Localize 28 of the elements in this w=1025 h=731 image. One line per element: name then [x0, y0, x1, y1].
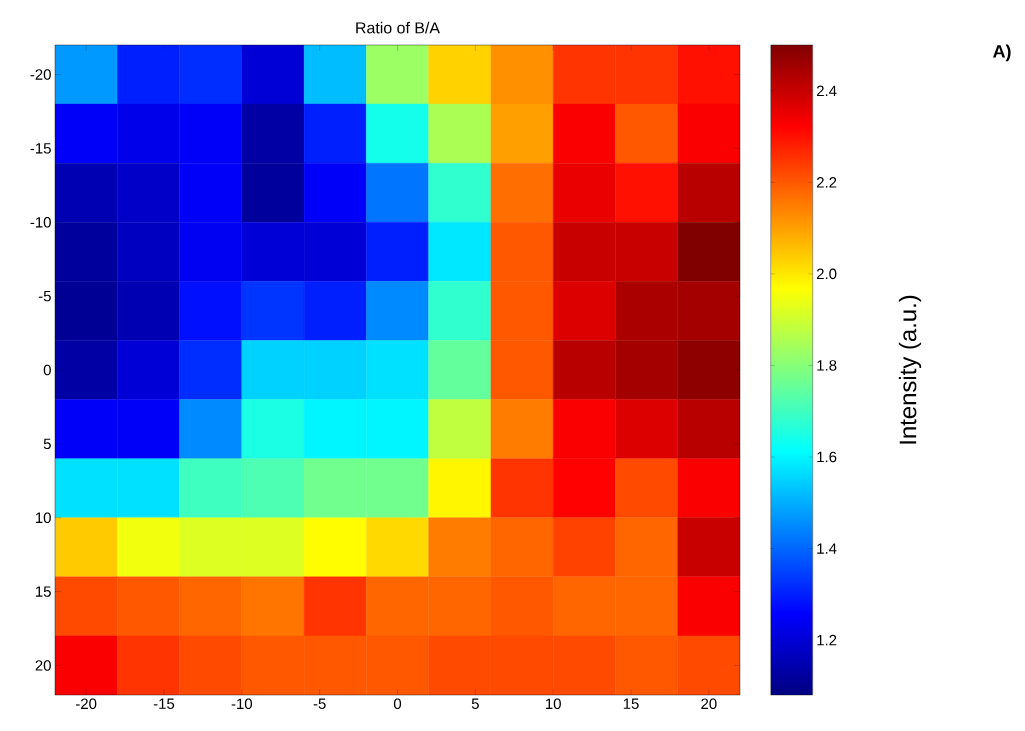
x-tick-label: -15 [153, 698, 175, 709]
y-tick-label: 10 [36, 512, 51, 524]
x-tick-label: 0 [393, 698, 402, 710]
color-bar-label: 2.4 [816, 85, 837, 96]
color-bar-label: 1.6 [817, 451, 837, 463]
x-tick-label: -20 [75, 698, 97, 710]
color-bar-label: 1.8 [817, 360, 837, 371]
y-tick-label: -20 [30, 69, 51, 80]
chart-title: Ratio of B/A [356, 21, 440, 34]
y-tick-label: -10 [30, 216, 51, 228]
y-tick-label: -5 [38, 290, 51, 302]
y-tick-label: 15 [36, 586, 51, 597]
x-tick-label: 5 [471, 698, 479, 709]
x-tick-label: -10 [231, 698, 253, 710]
color-bar-label: 1.4 [817, 543, 837, 554]
color-bar-label: 2.0 [816, 268, 837, 280]
x-tick-label: -5 [313, 698, 326, 709]
text: A) [993, 44, 1011, 62]
color-bar-title: Intensity (a.u.) [898, 295, 922, 444]
x-tick-label: 20 [701, 698, 717, 710]
x-tick-label: 10 [546, 698, 561, 710]
color-bar-label: 2.2 [816, 177, 837, 188]
y-tick-label: -15 [30, 143, 51, 154]
x-tick-label: 15 [623, 698, 639, 709]
y-tick-label: 0 [43, 364, 51, 376]
y-tick-label: 20 [35, 660, 51, 671]
y-tick-label: 5 [43, 438, 51, 450]
color-bar-label: 1.2 [817, 634, 837, 646]
